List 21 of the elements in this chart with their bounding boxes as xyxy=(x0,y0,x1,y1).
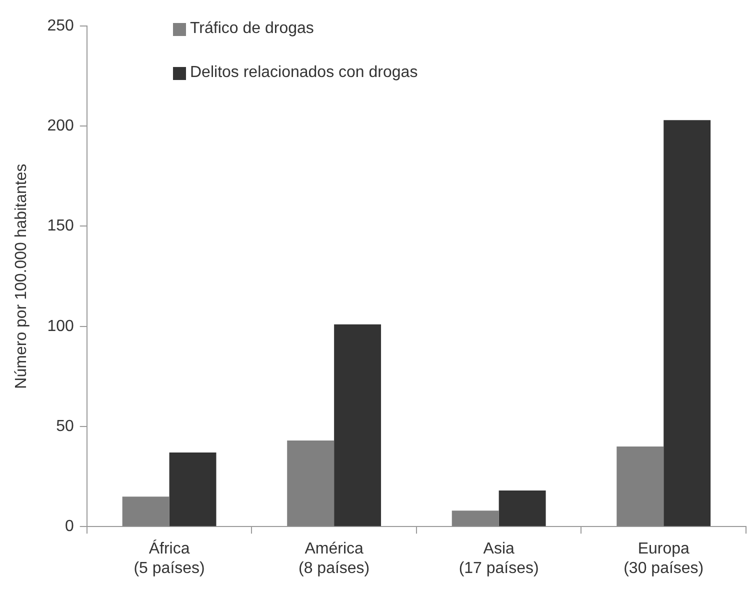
y-tick-label: 250 xyxy=(47,17,74,34)
y-axis-title: Número por 100.000 habitantes xyxy=(13,164,30,389)
x-tick-label: Asia (17 países) xyxy=(458,540,539,577)
y-tick-label: 200 xyxy=(47,118,74,135)
y-tick-label: 0 xyxy=(64,518,74,536)
x-tick-label: África (5 países) xyxy=(134,540,205,577)
bar xyxy=(287,440,334,526)
y-tick-label: 100 xyxy=(47,318,74,335)
legend-label: Tráfico de drogas xyxy=(190,20,314,38)
x-tick-label: América (8 países) xyxy=(298,540,370,577)
bar xyxy=(334,324,382,526)
bar xyxy=(452,510,499,526)
x-tick-label: Europa (30 países) xyxy=(624,540,704,577)
legend-label: Delitos relacionados con drogas xyxy=(190,64,418,82)
y-tick-label: 150 xyxy=(47,218,74,235)
bar xyxy=(664,120,711,526)
bar xyxy=(169,452,216,526)
bar xyxy=(616,446,664,526)
bar xyxy=(122,496,170,526)
bar xyxy=(498,490,546,526)
y-tick-label: 50 xyxy=(56,418,74,435)
